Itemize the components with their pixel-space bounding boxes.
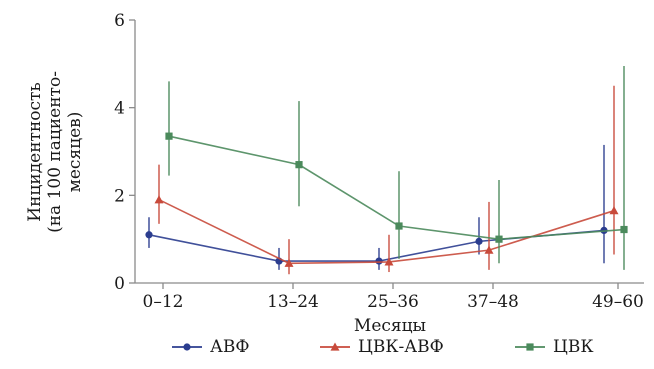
data-point — [375, 257, 383, 265]
legend-marker — [330, 342, 340, 351]
x-tick-label: 25–36 — [367, 292, 419, 312]
legend-label: ЦВК-АВФ — [358, 337, 444, 357]
y-ticks: 0 2 4 6 — [114, 11, 135, 294]
series-2 — [154, 85, 619, 275]
x-tick-label: 13–24 — [267, 292, 319, 312]
series-layer — [145, 66, 628, 275]
legend-item-2: ЦВК-АВФ — [320, 337, 444, 357]
series-line — [158, 198, 615, 265]
legend-marker — [183, 343, 191, 351]
data-point — [165, 132, 173, 140]
y-tick-label: 2 — [114, 186, 125, 206]
data-point — [495, 235, 503, 243]
y-tick-label: 4 — [114, 99, 125, 119]
legend-marker — [526, 343, 534, 351]
axes — [134, 20, 644, 284]
y-axis-label-line-3: месяцев) — [65, 112, 85, 193]
legend-label: АВФ — [210, 337, 249, 357]
data-point — [475, 237, 483, 245]
data-point — [284, 258, 294, 267]
data-point — [154, 195, 164, 204]
y-axis-label-line-1: Инцидентность — [25, 82, 45, 221]
data-point — [395, 222, 403, 230]
x-tick-label: 0–12 — [143, 292, 184, 312]
x-axis-label: Месяцы — [354, 316, 426, 336]
data-point — [620, 225, 628, 234]
data-point — [145, 231, 153, 239]
series-3 — [165, 66, 628, 270]
data-point — [295, 161, 303, 169]
legend-label: ЦВК — [553, 337, 593, 357]
y-tick-label: 6 — [114, 11, 125, 31]
x-tick-label: 49–60 — [592, 292, 644, 312]
legend-item-3: ЦВК — [515, 337, 593, 357]
data-point — [609, 206, 619, 215]
y-tick-label: 0 — [114, 274, 125, 294]
y-axis-label-line-2: (на 100 пациенто- — [45, 71, 65, 233]
legend: АВФ ЦВК-АВФ ЦВК — [172, 337, 593, 357]
series-1 — [145, 144, 608, 270]
data-point — [384, 257, 394, 266]
legend-item-1: АВФ — [172, 337, 249, 357]
x-tick-label: 37–48 — [467, 292, 519, 312]
x-ticks: 0–12 13–24 25–36 37–48 49–60 — [143, 283, 644, 312]
data-point — [484, 245, 494, 254]
y-axis-label: Инцидентность (на 100 пациенто- месяцев) — [25, 71, 85, 233]
